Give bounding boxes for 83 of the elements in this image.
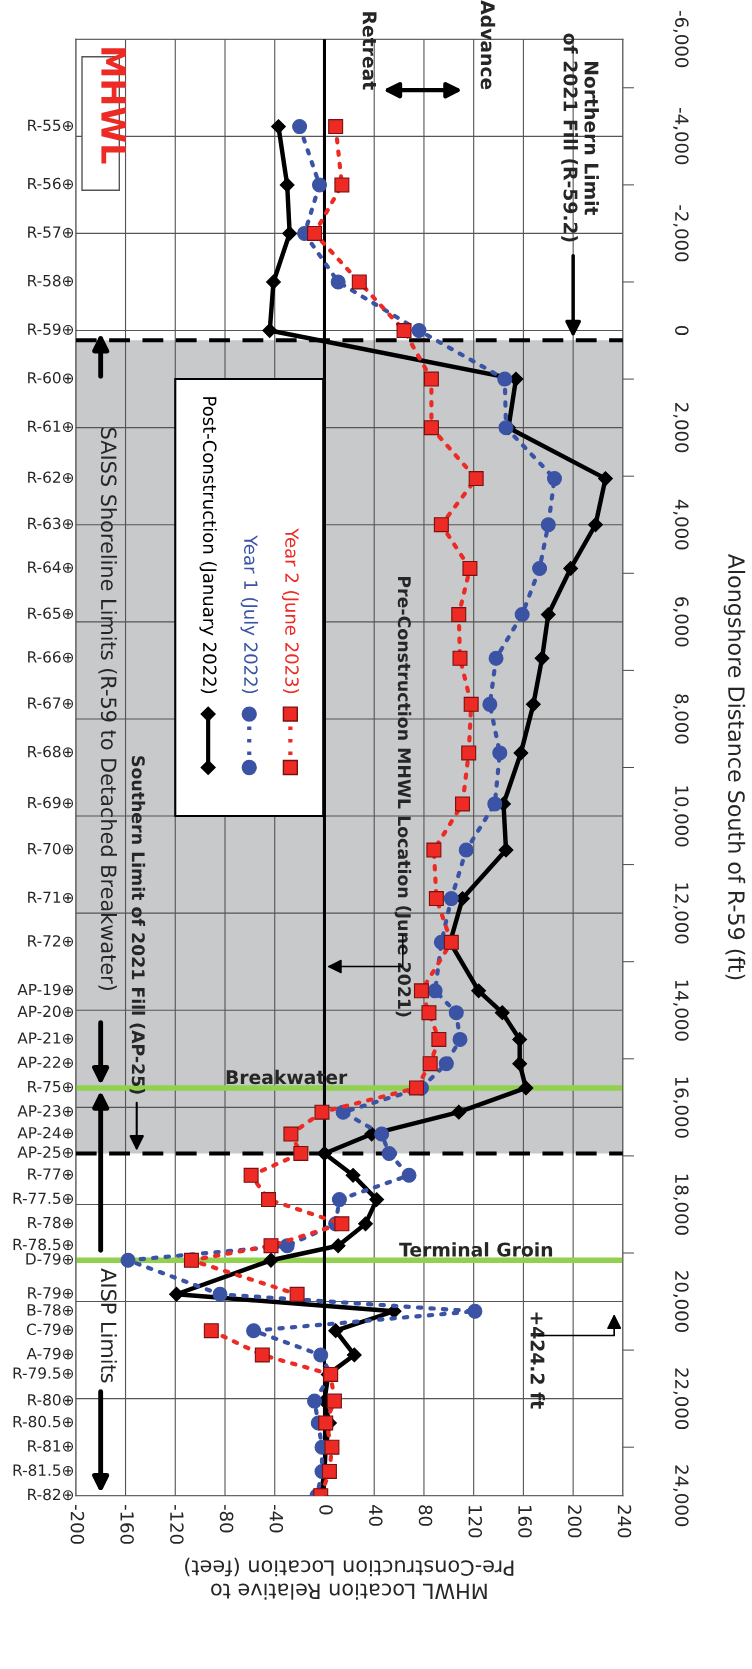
text: B-78⊕: [27, 1304, 74, 1316]
text: R-80⊕: [28, 1393, 74, 1406]
text: R-82⊕: [28, 1488, 74, 1501]
text: R-55⊕: [28, 119, 74, 132]
y-tick-label: -4,000: [673, 108, 689, 165]
text: D-79⊕: [26, 1253, 74, 1265]
text: R-63⊕: [28, 517, 74, 530]
text: R-62⊕: [28, 471, 74, 484]
text: R-67⊕: [28, 697, 74, 709]
text: R-80.5⊕: [13, 1415, 74, 1428]
text: R-70⊕: [28, 842, 74, 855]
text: R-72⊕: [28, 935, 74, 947]
x-tick-label: -160: [120, 1504, 134, 1544]
text: R-77⊕: [28, 1168, 74, 1180]
y-tick-label: 2,000: [673, 403, 689, 453]
text: R-75⊕: [28, 1081, 74, 1093]
y-tick-label: -2,000: [673, 205, 689, 262]
text: R-79.5⊕: [13, 1367, 74, 1379]
text: R-64⊕: [28, 561, 74, 573]
text: AP-20⊕: [17, 1005, 74, 1018]
x-tick-label: 80: [418, 1505, 433, 1526]
text: R-68⊕: [28, 745, 74, 758]
text: Post-Construction (January 2022): [199, 397, 217, 694]
text: R-61⊕: [28, 420, 74, 433]
y-tick-label: -6,000: [673, 11, 689, 68]
x-tick-label: -120: [170, 1504, 184, 1544]
y-tick-label: 14,000: [673, 980, 689, 1041]
text: AP-24⊕: [17, 1126, 74, 1139]
text: R-57⊕: [28, 226, 74, 238]
annotation: +424.2 ft: [530, 1312, 545, 1409]
text: R-65⊕: [28, 607, 74, 619]
annotation: SAISS Shoreline Limits (R-59 to Detached Breakwater): [98, 428, 117, 990]
y-axis-title: Alongshore Distance South of R-59 (ft): [723, 553, 746, 980]
ref-line-label: Northern Limit of 2021 Fill (R-59.2): [561, 33, 599, 242]
y-tick-label: 24,000: [673, 1465, 689, 1527]
x-tick-label: 120: [468, 1506, 483, 1538]
y-tick-label: 22,000: [673, 1368, 689, 1430]
y-tick-label: 18,000: [673, 1174, 689, 1235]
y-tick-label: 12,000: [673, 883, 689, 944]
text: AP-22⊕: [17, 1056, 74, 1069]
text: R-81⊕: [28, 1440, 74, 1452]
x-tick-label: -80: [219, 1504, 234, 1533]
text: Year 1 (July 2022): [240, 535, 258, 694]
y-tick-label: 8,000: [673, 694, 689, 744]
text: A-79⊕: [26, 1347, 74, 1360]
text: R-60⊕: [28, 371, 74, 384]
x-tick-label: 240: [617, 1505, 632, 1538]
text: R-69⊕: [28, 796, 74, 809]
text: R-71⊕: [28, 891, 74, 904]
x-tick-label: 160: [518, 1506, 532, 1538]
annotation: AISP Limits: [100, 1268, 117, 1383]
x-tick-label: 200: [567, 1505, 582, 1538]
x-axis-title: MHWL Location Relative to Pre-Construction Location (feet): [185, 1557, 514, 1600]
text: AP-23⊕: [17, 1105, 74, 1117]
text: R-66⊕: [28, 651, 74, 663]
y-tick-label: 0: [674, 325, 689, 336]
x-tick-label: -40: [269, 1504, 284, 1533]
annotation: Advance: [480, 0, 496, 90]
x-tick-label: 40: [368, 1504, 383, 1526]
text: R-77.5⊕: [13, 1192, 74, 1205]
y-tick-label: 10,000: [673, 786, 689, 847]
text: AP-19⊕: [17, 983, 74, 996]
text: R-78⊕: [28, 1216, 74, 1229]
y-tick-label: 16,000: [673, 1077, 689, 1138]
annotation: Retreat: [362, 12, 377, 90]
y-tick-label: 6,000: [673, 597, 689, 647]
y-tick-label: 20,000: [673, 1271, 689, 1332]
text: R-59⊕: [28, 323, 74, 335]
text: R-56⊕: [28, 177, 74, 190]
x-tick-label: 0: [319, 1505, 333, 1515]
text: AP-25⊕: [17, 1146, 74, 1158]
text: AP-21⊕: [17, 1032, 74, 1044]
ref-line-label: Southern Limit of 2021 Fill (AP-25): [129, 756, 146, 1094]
x-tick-label: -200: [70, 1504, 85, 1544]
annotation: MHWL: [101, 48, 126, 164]
text: R-58⊕: [28, 274, 74, 287]
ref-line-label: Pre-Construction MHWL Location (June 2021): [394, 576, 412, 1017]
text: R-79⊕: [28, 1287, 74, 1299]
text: Year 2 (June 2023): [281, 528, 300, 694]
y-tick-label: 4,000: [673, 499, 689, 550]
text: R-81.5⊕: [13, 1464, 74, 1476]
text: C-79⊕: [26, 1323, 74, 1336]
text: R-78.5⊕: [13, 1238, 74, 1251]
